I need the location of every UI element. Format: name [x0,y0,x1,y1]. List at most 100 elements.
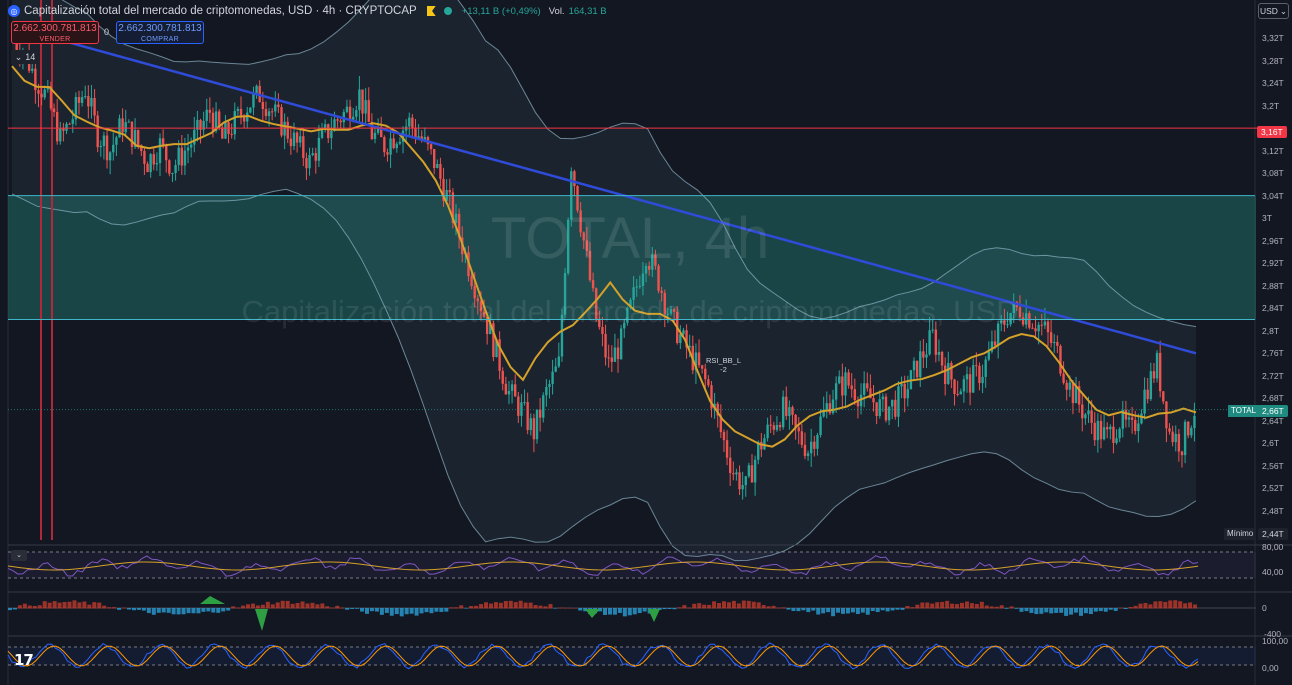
price-tick: 2,56T [1262,460,1284,471]
candle-body [336,119,339,121]
candle-body [785,396,788,416]
macd-bar [508,600,513,609]
macd-bar [136,608,141,610]
macd-bar [151,608,156,615]
candle-body [510,384,514,391]
macd-bar [379,608,384,615]
macd-bar [910,607,915,609]
legend-collapse-button[interactable]: ⌄ 14 [11,50,39,64]
macd-bar [607,608,612,615]
candle-body [211,112,215,131]
macd-bar [895,608,900,610]
candle-body [984,359,987,377]
candle-body [1112,426,1115,443]
flag-icon[interactable] [426,6,436,16]
candle-body [221,127,224,139]
macd-bar [107,607,112,609]
macd-bar [8,608,12,611]
candle-body [408,117,411,127]
candle-body [476,298,480,302]
price-tick: 2,72T [1262,370,1284,381]
macd-bar [875,608,880,613]
candle-body [772,425,776,430]
price-tick: 2,88T [1262,280,1284,291]
macd-bar [246,604,250,609]
macd-bar [216,608,221,613]
candle-body [853,389,857,401]
macd-bar [548,604,553,609]
annotation-value: -2 [720,365,727,374]
candle-body [766,424,769,439]
buy-price: 2.662.300.781.813 [118,23,202,34]
macd-bar [950,603,955,609]
candle-body [320,129,324,138]
candle-body [180,147,184,166]
candle-body [224,122,227,139]
macd-bar [1093,608,1098,612]
macd-bar [305,603,310,609]
macd-bar [131,608,136,611]
macd-bar [374,608,379,612]
macd-bar [290,603,295,609]
tradingview-logo-icon[interactable]: 17 [14,651,34,669]
macd-bar [42,601,47,609]
macd-bar [1069,608,1074,615]
candle-body [451,192,455,224]
buy-button[interactable]: 2.662.300.781.813 COMPRAR [116,21,204,44]
pane-collapse-button[interactable]: ⌄ [11,550,27,561]
candle-body [498,339,501,371]
candle-body [261,102,265,110]
macd-bar [964,601,969,609]
candle-body [557,356,561,367]
price-tick: 2,76T [1262,348,1284,359]
macd-bar [260,604,265,609]
candle-body [859,394,863,407]
candle-body [791,407,794,415]
macd-bar [156,608,161,613]
candle-body [1040,324,1043,326]
candle-body [623,322,626,329]
candle-body [878,399,881,416]
macd-bar [241,605,246,609]
stoch-d-line [7,645,1199,667]
macd-bar [270,604,275,609]
candle-body [1121,410,1124,429]
candle-body [856,400,860,407]
macd-bar [394,608,399,615]
candle-body [1071,382,1075,404]
symbol-title[interactable]: Capitalización total del mercado de crip… [24,5,417,17]
macd-bar [1098,608,1103,612]
macd-bar [761,605,766,609]
candle-body [1062,373,1065,383]
candle-body [912,360,916,371]
candle-body [538,409,542,418]
candle-body [333,119,336,132]
macd-bar [627,608,632,616]
macd-bar [206,608,211,612]
legend-count: 14 [25,52,36,62]
candle-body [806,453,810,457]
candle-body [380,126,383,138]
candle-body [641,273,645,286]
candle-body [470,276,473,287]
currency-select[interactable]: USD ⌄ [1258,3,1289,19]
candle-body [975,365,978,367]
macd-bar [340,607,345,609]
candle-body [1028,313,1031,328]
candle-body [161,138,165,145]
candle-body [1043,321,1047,326]
candle-body [993,341,997,346]
candle-body [1165,401,1168,429]
sell-button[interactable]: 2.662.300.781.813 VENDER [11,21,99,44]
macd-bar [449,607,454,609]
alert-price-tag[interactable]: 3,16T [1257,126,1287,138]
macd-bar [533,605,538,609]
macd-bar [558,607,563,609]
price-tick: 3,08T [1262,168,1284,179]
candle-body [283,121,286,136]
candle-body [202,120,205,130]
candle-body [688,345,691,348]
candle-body [55,111,59,142]
macd-bar [454,607,459,609]
